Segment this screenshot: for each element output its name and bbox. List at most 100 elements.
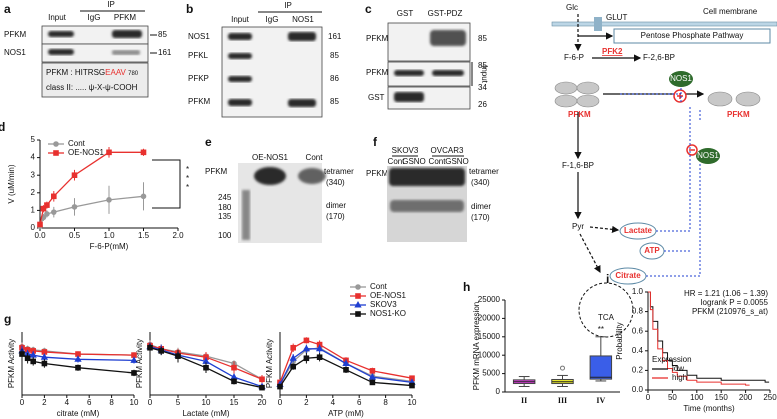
legend-title: Expression [652, 355, 692, 364]
glut-label: GLUT [606, 13, 627, 22]
significance: ** [598, 325, 604, 334]
band [430, 30, 466, 46]
x-tick-label: 8 [383, 398, 388, 407]
point [290, 363, 296, 370]
point [74, 355, 82, 362]
band [394, 92, 424, 102]
motif-box [41, 62, 149, 98]
y-axis-label: PFKM Activity [135, 339, 144, 388]
mw-marker: 180 [218, 203, 232, 212]
panel-e: e PFKM OE-NOS1 Cont 245 180 135 100 tetr… [205, 135, 354, 243]
point [289, 354, 297, 361]
x-tick-label: 0.5 [69, 231, 81, 240]
row-label: PFKM [366, 34, 389, 43]
group-label: SKOV3 [392, 146, 419, 155]
point [277, 383, 283, 390]
x-tick-label: 10 [130, 398, 139, 407]
blot [41, 43, 149, 63]
point [40, 205, 47, 212]
band [288, 99, 316, 107]
x-tick-label: 4 [65, 398, 70, 407]
f16bp: F-1,6-BP [562, 161, 594, 170]
f6p: F-6-P [564, 53, 584, 62]
column-label: IgG [266, 15, 279, 24]
x-tick-label: 10 [408, 398, 417, 407]
column-label: NOS1 [292, 15, 314, 24]
column-label: GSNO [445, 157, 469, 166]
point [342, 359, 350, 366]
y-tick-label: 10000 [478, 350, 501, 359]
x-tick-label: 150 [715, 393, 729, 402]
legend-label: Cont [68, 139, 86, 148]
legend-marker [355, 284, 361, 290]
row-label: PFKL [188, 51, 209, 60]
ppp-box [613, 28, 771, 44]
nos1-bottom: NOS1 [697, 151, 719, 160]
panel-label: e [205, 135, 212, 149]
nos1-top-shape [669, 71, 693, 87]
x-axis-label: F-6-P(mM) [90, 242, 129, 251]
point [44, 202, 50, 208]
x-tick-label: 15 [230, 398, 239, 407]
x-tick-label: 10 [202, 398, 211, 407]
mw-marker: 161 [158, 48, 172, 57]
ip-label: IP [284, 1, 292, 10]
mw-marker: 85 [478, 34, 487, 43]
panel-label: i [606, 272, 609, 286]
legend-label: NOS1-KO [370, 309, 406, 318]
panel-a: a Input IgG PFKM IP PFKM NOS1 85 161 PFK… [4, 0, 172, 98]
tca: TCA [598, 313, 615, 322]
pfk2: PFK2 [602, 47, 623, 56]
legend-marker [355, 311, 361, 317]
panel-label: h [463, 280, 470, 294]
y-tick-label: 0.6 [632, 326, 644, 335]
point [131, 370, 137, 376]
mw-marker: 85 [478, 61, 487, 70]
band [432, 70, 464, 76]
point [316, 354, 323, 360]
y-tick-label: 0.2 [632, 366, 644, 375]
citrate: Citrate [615, 271, 641, 280]
y-tick-label: 25000 [478, 295, 501, 304]
legend-marker [53, 150, 59, 156]
point [369, 368, 376, 374]
y-tick-label: 5000 [482, 369, 500, 378]
band [298, 168, 326, 184]
column-label: GST-PDZ [428, 9, 463, 18]
point [409, 382, 415, 389]
point [44, 211, 50, 217]
arrow [579, 233, 601, 274]
panel-label: a [4, 2, 11, 16]
x-tick-label: 5 [176, 398, 181, 407]
point [290, 344, 296, 351]
motif: PFKM : HITRSGEAAV 780 [46, 68, 139, 77]
mw-marker: 161 [328, 32, 342, 41]
significance: * [186, 174, 189, 183]
column-label: Input [48, 13, 67, 22]
column-label: Input [231, 15, 250, 24]
mw-marker: 245 [218, 193, 232, 202]
ladder [242, 190, 250, 240]
point [51, 193, 57, 200]
membrane-label: Cell membrane [703, 7, 758, 16]
x-axis-label: Time (months) [683, 404, 735, 413]
f26bp: F-2,6-BP [643, 53, 675, 62]
band [394, 70, 424, 76]
x-tick-label: 0 [20, 398, 25, 407]
y-axis-label: PFKM Activity [7, 339, 16, 388]
column-label: GST [397, 9, 414, 18]
legend-label: SKOV3 [370, 300, 397, 309]
y-axis-label: V (uM/min) [7, 164, 16, 203]
y-tick-label: 2 [31, 188, 36, 197]
point [106, 149, 112, 156]
row-label: PFKM [366, 169, 389, 178]
x-axis-label: ATP (mM) [328, 409, 364, 418]
mw-marker: 85 [330, 97, 339, 106]
point [130, 356, 138, 363]
feedback-lines [620, 88, 682, 103]
outlier [560, 365, 565, 371]
point [147, 344, 153, 351]
point [158, 348, 164, 354]
y-tick-label: 3 [31, 170, 36, 179]
panel-f: f SKOV3 OVCAR3 Cont GSNO Cont GSNO PFKM … [366, 135, 499, 242]
